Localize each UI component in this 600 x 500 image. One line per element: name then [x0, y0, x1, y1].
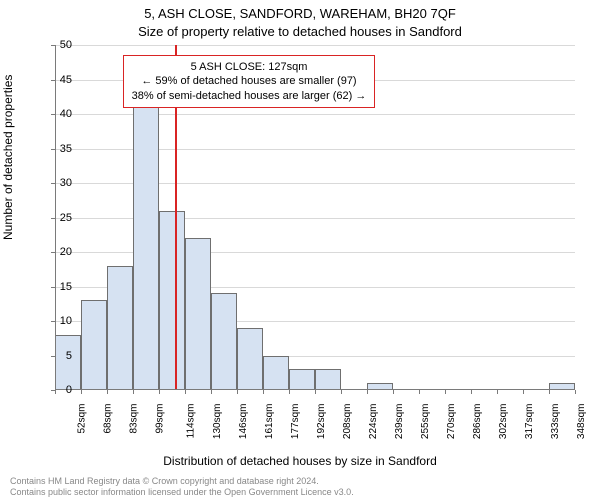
histogram-bar [263, 356, 289, 391]
ytick-label: 25 [42, 212, 72, 224]
xtick-mark [81, 390, 82, 394]
xtick-label: 208sqm [342, 404, 353, 440]
plot-area: 5 ASH CLOSE: 127sqm← 59% of detached hou… [55, 45, 575, 390]
xtick-label: 114sqm [185, 404, 196, 439]
x-axis-label: Distribution of detached houses by size … [0, 454, 600, 468]
xtick-label: 224sqm [368, 404, 379, 440]
chart-title-address: 5, ASH CLOSE, SANDFORD, WAREHAM, BH20 7Q… [0, 6, 600, 21]
xtick-mark [523, 390, 524, 394]
xtick-label: 68sqm [103, 404, 114, 434]
ytick-label: 30 [42, 177, 72, 189]
xtick-mark [263, 390, 264, 394]
xtick-label: 99sqm [155, 404, 166, 434]
ytick-label: 10 [42, 315, 72, 327]
xtick-label: 146sqm [238, 404, 249, 440]
histogram-bar [315, 369, 341, 390]
xtick-label: 317sqm [524, 404, 535, 440]
footer-line1: Contains HM Land Registry data © Crown c… [10, 476, 354, 487]
annotation-box: 5 ASH CLOSE: 127sqm← 59% of detached hou… [123, 55, 376, 108]
xtick-label: 333sqm [550, 404, 561, 440]
ytick-label: 35 [42, 143, 72, 155]
xtick-mark [549, 390, 550, 394]
histogram-bar [55, 335, 81, 390]
xtick-mark [367, 390, 368, 394]
histogram-bar [81, 300, 107, 390]
xtick-label: 255sqm [420, 404, 431, 440]
annotation-line3: 38% of semi-detached houses are larger (… [132, 89, 367, 103]
ytick-label: 50 [42, 39, 72, 51]
ytick-label: 20 [42, 246, 72, 258]
annotation-line1: 5 ASH CLOSE: 127sqm [132, 60, 367, 74]
histogram-bar [185, 238, 211, 390]
xtick-mark [159, 390, 160, 394]
histogram-bar [159, 211, 185, 390]
xtick-mark [211, 390, 212, 394]
ytick-label: 0 [42, 384, 72, 396]
xtick-label: 130sqm [212, 404, 223, 440]
xtick-label: 52sqm [77, 404, 88, 434]
xtick-mark [341, 390, 342, 394]
chart-title-subtitle: Size of property relative to detached ho… [0, 24, 600, 39]
histogram-bar [211, 293, 237, 390]
xtick-mark [315, 390, 316, 394]
xtick-label: 83sqm [129, 404, 140, 434]
xtick-label: 286sqm [472, 404, 483, 440]
xtick-label: 239sqm [394, 404, 405, 440]
ytick-label: 5 [42, 350, 72, 362]
xtick-mark [471, 390, 472, 394]
gridline [55, 45, 575, 46]
xtick-mark [237, 390, 238, 394]
xtick-mark [445, 390, 446, 394]
annotation-line2: ← 59% of detached houses are smaller (97… [132, 74, 367, 88]
xtick-label: 270sqm [446, 404, 457, 440]
xtick-mark [419, 390, 420, 394]
ytick-label: 40 [42, 108, 72, 120]
xtick-mark [497, 390, 498, 394]
xtick-mark [575, 390, 576, 394]
xtick-mark [185, 390, 186, 394]
xtick-label: 192sqm [316, 404, 327, 440]
histogram-bar [289, 369, 315, 390]
footer-attribution: Contains HM Land Registry data © Crown c… [10, 476, 354, 498]
xtick-mark [107, 390, 108, 394]
histogram-bar [237, 328, 263, 390]
xtick-mark [393, 390, 394, 394]
xtick-mark [289, 390, 290, 394]
xtick-label: 348sqm [576, 404, 587, 440]
xtick-label: 177sqm [290, 404, 301, 440]
xtick-label: 161sqm [264, 404, 275, 440]
xtick-label: 302sqm [498, 404, 509, 440]
histogram-bar [107, 266, 133, 390]
xtick-mark [133, 390, 134, 394]
footer-line2: Contains public sector information licen… [10, 487, 354, 498]
ytick-label: 15 [42, 281, 72, 293]
y-axis-label: Number of detached properties [1, 75, 15, 240]
ytick-label: 45 [42, 74, 72, 86]
histogram-bar [133, 107, 159, 390]
